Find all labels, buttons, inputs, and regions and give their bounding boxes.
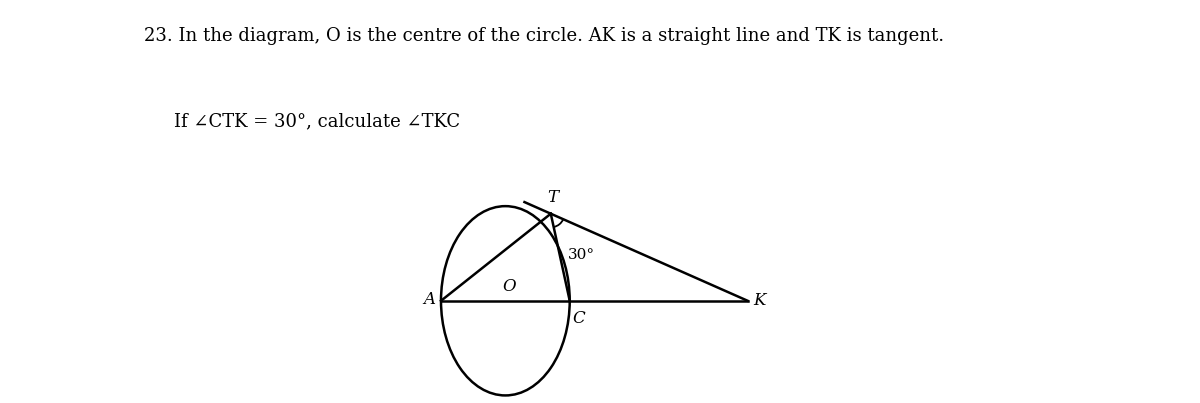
Text: C: C: [572, 310, 586, 327]
Text: 23. In the diagram, O is the centre of the circle. AK is a straight line and TK : 23. In the diagram, O is the centre of t…: [144, 27, 944, 45]
Text: O: O: [503, 278, 516, 295]
Text: T: T: [547, 189, 558, 206]
Text: If ∠CTK = 30°, calculate ∠TKC: If ∠CTK = 30°, calculate ∠TKC: [174, 112, 460, 131]
Text: A: A: [422, 291, 434, 308]
Text: 30°: 30°: [568, 248, 594, 262]
Text: K: K: [754, 292, 766, 309]
